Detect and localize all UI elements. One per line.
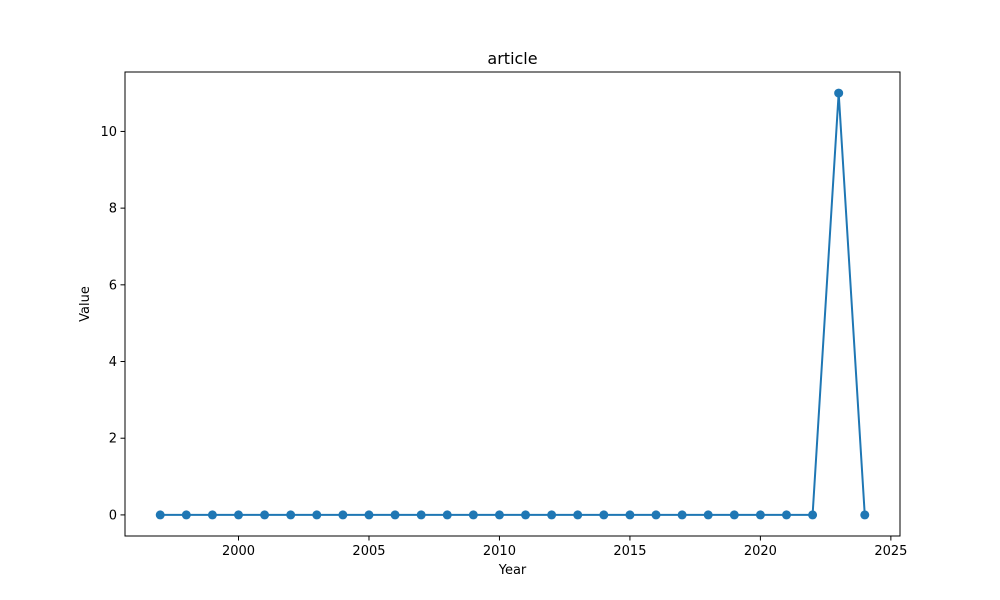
y-tick-label-0: 0 (109, 508, 117, 523)
data-point-2023 (834, 88, 844, 98)
x-tick-label-2025: 2025 (874, 544, 907, 559)
data-point-2007 (416, 510, 426, 520)
y-tick-label-6: 6 (109, 278, 117, 293)
data-point-2015 (625, 510, 635, 520)
data-point-2014 (599, 510, 609, 520)
x-axis-label: Year (498, 563, 527, 578)
x-tick-label-2000: 2000 (222, 544, 255, 559)
data-point-2010 (494, 510, 504, 520)
x-tick-label-2020: 2020 (744, 544, 777, 559)
y-tick-label-8: 8 (109, 202, 117, 217)
y-tick-label-4: 4 (109, 355, 117, 370)
data-point-2002 (286, 510, 296, 520)
data-point-2018 (703, 510, 713, 520)
data-point-2011 (521, 510, 531, 520)
x-tick-label-2005: 2005 (352, 544, 385, 559)
x-tick-label-2010: 2010 (483, 544, 516, 559)
data-point-1997 (155, 510, 165, 520)
data-point-2003 (312, 510, 322, 520)
plot-area: 2000 2005 2010 2015 2020 2025 0 2 4 6 8 10 (100, 71, 907, 559)
data-point-2001 (260, 510, 270, 520)
y-tick-label-10: 10 (100, 125, 117, 140)
chart-title: article (487, 49, 537, 68)
data-point-2017 (677, 510, 687, 520)
data-point-2004 (338, 510, 348, 520)
data-point-1998 (181, 510, 191, 520)
data-point-2013 (573, 510, 583, 520)
y-axis-label: Value (78, 286, 93, 322)
data-point-2008 (442, 510, 452, 520)
y-tick-label-2: 2 (109, 432, 117, 447)
data-point-2000 (234, 510, 244, 520)
data-point-1999 (207, 510, 217, 520)
plot-frame (124, 71, 901, 537)
x-tick-label-2015: 2015 (613, 544, 646, 559)
data-point-2016 (651, 510, 661, 520)
data-point-2012 (547, 510, 557, 520)
data-point-2005 (364, 510, 374, 520)
series-line-0 (159, 92, 866, 516)
data-point-2024 (860, 510, 870, 520)
data-point-2020 (755, 510, 765, 520)
data-point-2022 (808, 510, 818, 520)
data-point-2009 (468, 510, 478, 520)
data-point-2019 (729, 510, 739, 520)
data-point-2006 (390, 510, 400, 520)
data-point-2021 (781, 510, 791, 520)
